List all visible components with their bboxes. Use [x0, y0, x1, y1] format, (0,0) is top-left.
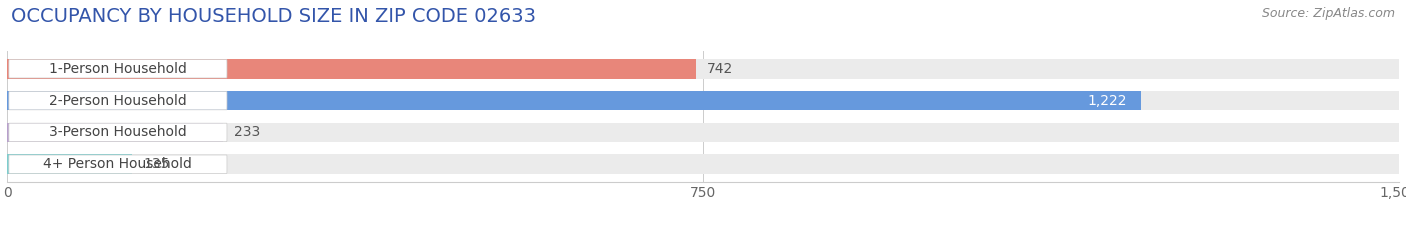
Text: 233: 233	[235, 125, 260, 139]
FancyBboxPatch shape	[8, 60, 226, 78]
Bar	[7, 91, 1399, 110]
Bar	[7, 59, 696, 79]
Text: 3-Person Household: 3-Person Household	[49, 125, 187, 139]
Text: Source: ZipAtlas.com: Source: ZipAtlas.com	[1261, 7, 1395, 20]
FancyBboxPatch shape	[8, 123, 226, 142]
Bar	[7, 123, 1399, 142]
Bar	[7, 154, 132, 174]
Bar	[7, 91, 1142, 110]
Text: 1-Person Household: 1-Person Household	[49, 62, 187, 76]
Text: 1,222: 1,222	[1088, 94, 1128, 108]
Bar	[7, 59, 1399, 79]
FancyBboxPatch shape	[8, 155, 226, 173]
Text: 135: 135	[143, 157, 170, 171]
Bar	[7, 154, 1399, 174]
Bar	[7, 123, 224, 142]
Text: 742: 742	[707, 62, 733, 76]
Text: 4+ Person Household: 4+ Person Household	[44, 157, 193, 171]
FancyBboxPatch shape	[8, 91, 226, 110]
Text: 2-Person Household: 2-Person Household	[49, 94, 187, 108]
Text: OCCUPANCY BY HOUSEHOLD SIZE IN ZIP CODE 02633: OCCUPANCY BY HOUSEHOLD SIZE IN ZIP CODE …	[11, 7, 536, 26]
